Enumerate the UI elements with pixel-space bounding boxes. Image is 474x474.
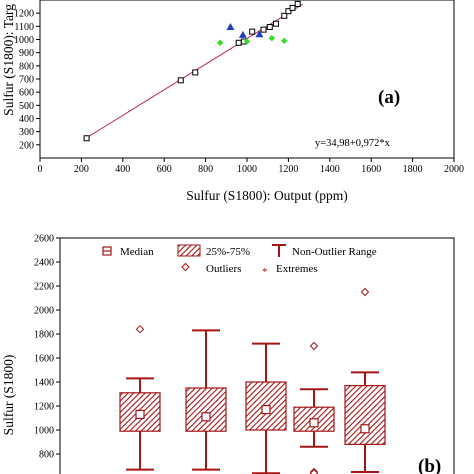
y-tick-label: 1100 xyxy=(14,22,34,33)
data-point-square xyxy=(285,8,292,15)
data-point-triangle xyxy=(238,30,247,38)
outlier-point xyxy=(309,468,319,474)
y-tick-label: 800 xyxy=(39,450,54,461)
data-point-square xyxy=(249,28,256,35)
data-point-square xyxy=(192,69,199,76)
y-tick-label: 1600 xyxy=(34,354,54,365)
legend-outliers-label: Outliers xyxy=(206,263,241,275)
iqr-box xyxy=(185,387,227,432)
outlier-point xyxy=(135,324,145,334)
x-tick-label: 2000 xyxy=(444,164,464,175)
y-tick-label: 500 xyxy=(19,101,34,112)
outlier-point xyxy=(309,341,319,351)
y-tick-label: 900 xyxy=(19,48,34,59)
legend-iqr-label: 25%-75% xyxy=(206,246,250,258)
data-point-diamond xyxy=(268,34,276,42)
x-tick-label: 400 xyxy=(115,164,130,175)
y-tick-label: 1000 xyxy=(34,426,54,437)
data-point-diamond xyxy=(243,38,251,45)
box-y-axis-label: Sulfur (S1800) xyxy=(1,355,16,436)
data-point-square xyxy=(260,26,267,33)
x-tick-label: 1800 xyxy=(403,164,423,175)
data-point-square xyxy=(235,39,242,46)
y-tick-label: 600 xyxy=(19,88,34,99)
scatter-marks xyxy=(83,0,304,142)
x-tick-label: 1000 xyxy=(237,164,257,175)
data-point-square xyxy=(272,20,279,27)
y-tick-label: 400 xyxy=(19,114,34,125)
panel-label-b: (b) xyxy=(418,456,441,474)
median-marker xyxy=(261,405,271,415)
y-tick-label: 1200 xyxy=(34,402,54,413)
legend-iqr-swatch xyxy=(177,244,201,257)
iqr-box xyxy=(344,385,386,446)
y-tick-label: 1000 xyxy=(14,35,34,46)
legend-extremes-label: Extremes xyxy=(276,263,318,275)
x-tick-label: 0 xyxy=(38,164,43,175)
y-tick-label: 200 xyxy=(19,140,34,151)
data-point-square xyxy=(289,4,296,11)
median-marker xyxy=(135,409,145,419)
y-tick-label: 300 xyxy=(19,127,34,138)
median-marker xyxy=(201,412,211,422)
y-tick-label: 700 xyxy=(19,75,34,86)
y-tick-label: 800 xyxy=(19,61,34,72)
scatter-panel: (a) y=34,98+0,972*x 200 300 400 500 600 700 80… xyxy=(1,0,464,203)
x-tick-label: 1600 xyxy=(361,164,381,175)
data-point-square xyxy=(177,77,184,84)
panel-label-a: (a) xyxy=(378,87,400,108)
median-marker xyxy=(360,424,370,434)
box-y-ticks: 6008001000120014001600180020002200240026… xyxy=(34,234,60,474)
y-tick-label: 1800 xyxy=(34,330,54,341)
data-point-triangle xyxy=(226,22,235,30)
data-point-square xyxy=(266,23,273,30)
box-plot-frame xyxy=(59,237,455,474)
y-tick-label: 1400 xyxy=(34,378,54,389)
legend-median-label: Median xyxy=(120,246,154,258)
x-tick-label: 800 xyxy=(198,164,213,175)
data-point-triangle xyxy=(255,30,264,38)
outlier-point xyxy=(360,287,370,297)
scatter-plot-frame xyxy=(39,0,455,159)
legend-outlier-swatch xyxy=(181,262,190,272)
x-tick-label: 200 xyxy=(74,164,89,175)
regression-equation: y=34,98+0,972*x xyxy=(315,138,391,149)
y-tick-label: 2000 xyxy=(34,306,54,317)
x-tick-label: 1200 xyxy=(278,164,298,175)
median-marker xyxy=(309,418,319,428)
box-legend: Median 25%-75% Non-Outlier Range Outlier… xyxy=(102,244,377,278)
data-point-square xyxy=(83,135,90,142)
legend-range-label: Non-Outlier Range xyxy=(292,246,377,258)
scatter-y-axis-label: Sulfur (S1800): Targ xyxy=(1,4,16,116)
legend-range-swatch xyxy=(272,244,286,257)
y-tick-label: 2400 xyxy=(34,258,54,269)
data-point-diamond xyxy=(281,37,288,45)
data-point-square xyxy=(294,0,301,7)
data-point-square xyxy=(281,12,288,19)
x-tick-label: 1400 xyxy=(320,164,340,175)
iqr-box xyxy=(119,392,161,432)
scatter-x-axis-label: Sulfur (S1800): Output (ppm) xyxy=(186,188,348,203)
y-tick-label: 2200 xyxy=(34,282,54,293)
y-tick-label: 1200 xyxy=(14,9,34,20)
scatter-y-ticks: 200 300 400 500 600 700 800 900 1000 1100 1200 xyxy=(14,9,40,151)
legend-extreme-swatch: * xyxy=(262,266,268,278)
box-marks xyxy=(119,287,386,474)
scatter-x-ticks: 0 200 400 600 800 1000 1200 1400 1600 1800 2000 xyxy=(38,158,464,175)
box-panel: 6008001000120014001600180020002200240026… xyxy=(1,234,455,474)
x-tick-label: 600 xyxy=(157,164,172,175)
data-point-diamond xyxy=(216,39,224,46)
y-tick-label: 2600 xyxy=(34,234,54,245)
